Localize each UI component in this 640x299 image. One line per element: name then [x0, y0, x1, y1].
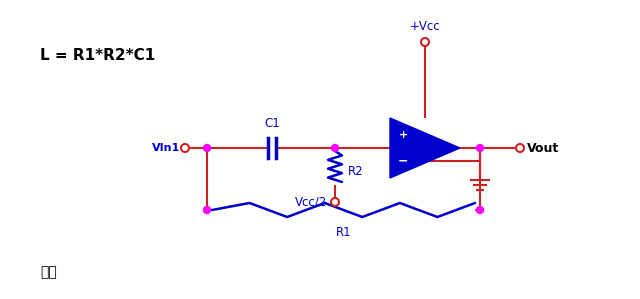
Circle shape [204, 207, 211, 213]
Text: +: + [398, 130, 408, 140]
Text: C1: C1 [264, 117, 280, 130]
Text: Vcc/2: Vcc/2 [295, 196, 327, 208]
Text: −: − [397, 155, 408, 168]
Polygon shape [390, 118, 460, 178]
Text: VIn1: VIn1 [152, 143, 180, 153]
Circle shape [477, 144, 483, 152]
Text: R2: R2 [348, 165, 364, 178]
Text: Vout: Vout [527, 141, 559, 155]
Circle shape [332, 144, 339, 152]
Circle shape [477, 207, 483, 213]
Circle shape [204, 144, 211, 152]
Text: L = R1*R2*C1: L = R1*R2*C1 [40, 48, 156, 62]
Text: 图九: 图九 [40, 265, 57, 279]
Text: +Vcc: +Vcc [410, 20, 440, 33]
Text: R1: R1 [336, 226, 351, 239]
